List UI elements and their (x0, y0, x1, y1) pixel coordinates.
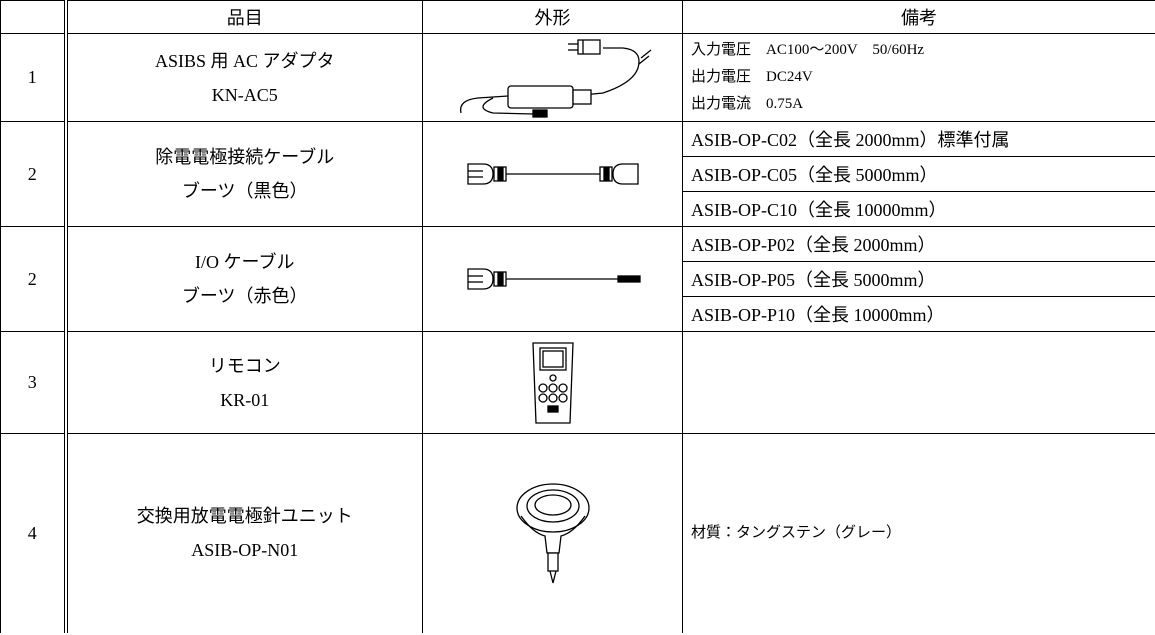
item-model: ブーツ（赤色） (181, 286, 308, 306)
remarks-cell: 入力電圧 AC100～200V 50/60Hz 出力電圧 DC24V 出力電流 0.… (682, 33, 1155, 122)
item-name: I/O ケーブル (195, 252, 295, 272)
icon-part (531, 108, 548, 118)
electrode-icon (515, 483, 590, 584)
item-cell: リモコン KR-01 (65, 331, 423, 434)
row: 4 交換用放電電極針ユニット ASIB-OP-N01 材質：タングステン（グレー） (0, 433, 1155, 633)
remark: ASIB-OP-C02（全長 2000mm）標準付属 (682, 121, 1155, 157)
row: ASIB-OP-P05（全長 5000mm） (1, 261, 1155, 297)
icon-part (638, 48, 651, 65)
picture-cell (422, 33, 683, 122)
item-cell: 除電電極接続ケーブル ブーツ（黒色） (65, 121, 423, 227)
item-model: KR-01 (220, 389, 270, 410)
icon-part (506, 84, 574, 109)
header-cell (0, 0, 68, 34)
icon-part (496, 167, 504, 181)
icon-part (557, 382, 568, 393)
item-cell: ASIBS 用 AC アダプタ KN-AC5 (65, 33, 423, 122)
header-row: 品目 外形 備考 (0, 0, 1155, 34)
icon-part (546, 404, 559, 413)
cable-icon (466, 163, 639, 185)
picture-cell (422, 433, 683, 633)
item-name: ASIBS 用 AC アダプタ (154, 50, 335, 71)
row: 3 リモコン KR-01 (0, 331, 1155, 434)
row: 2 I/O ケーブル ブーツ（赤色） ASIB-OP-P02（全長 2000mm） (0, 226, 1155, 332)
icon-part (496, 272, 504, 286)
remark: 入力電圧 AC100～200V 50/60Hz (691, 42, 925, 58)
item-model: ブーツ（黒色） (181, 181, 308, 201)
row-number: 3 (0, 331, 68, 434)
icon-part (515, 483, 590, 533)
item-cell: I/O ケーブル ブーツ（赤色） (65, 226, 423, 332)
item-name: リモコン (208, 355, 281, 376)
io-cable-icon (466, 268, 641, 290)
remark: 材質：タングステン（グレー） (682, 433, 1155, 633)
icon-part (537, 382, 548, 393)
icon-part (611, 163, 639, 185)
icon-part (537, 392, 548, 403)
remark: ASIB-OP-P10（全長 10000mm） (682, 296, 1155, 332)
icon-part (525, 489, 580, 523)
icon-part (533, 494, 572, 516)
icon-part (541, 349, 564, 368)
remark: ASIB-OP-P02（全長 2000mm） (682, 226, 1155, 262)
remark: 出力電流 0.75A (691, 96, 804, 112)
header-cell: 外形 (422, 0, 683, 34)
icon-part (548, 571, 557, 584)
header-cell: 品目 (65, 0, 423, 34)
header-cell: 備考 (682, 0, 1155, 34)
remote-icon (531, 341, 574, 424)
row-number: 2 (0, 121, 68, 227)
row: ASIB-OP-C10（全長 10000mm） (1, 191, 1155, 227)
item-cell: 交換用放電電極針ユニット ASIB-OP-N01 (65, 433, 423, 633)
icon-part (538, 346, 567, 371)
icon-part (547, 382, 558, 393)
remark: ASIB-OP-C10（全長 10000mm） (682, 191, 1155, 227)
picture-cell (422, 121, 683, 227)
icon-part (572, 46, 640, 97)
icon-part (466, 268, 494, 290)
item-model: ASIB-OP-N01 (191, 540, 299, 561)
icon-part (616, 275, 641, 283)
adapter-icon (459, 38, 651, 118)
row-number: 2 (0, 226, 68, 332)
item-name: 除電電極接続ケーブル (155, 147, 335, 167)
row: 2 除電電極接続ケーブル ブーツ（黒色） ASIB-OP-C02（全長 2000m… (0, 121, 1155, 227)
picture-cell (422, 331, 683, 434)
item-name: 交換用放電電極針ユニット (136, 506, 353, 527)
icon-part (602, 167, 610, 181)
icon-part (547, 392, 558, 403)
remark: ASIB-OP-P05（全長 5000mm） (682, 261, 1155, 297)
icon-part (481, 96, 533, 115)
picture-cell (422, 226, 683, 332)
row-number: 4 (0, 433, 68, 633)
row: 1 ASIBS 用 AC アダプタ KN-AC5 入力電圧 AC100～200V … (0, 33, 1155, 122)
row-number: 1 (0, 33, 68, 122)
icon-part (548, 373, 557, 382)
item-model: KN-AC5 (211, 84, 278, 105)
icon-part (576, 38, 601, 55)
icon-part (571, 88, 592, 105)
remarks-cell (682, 331, 1155, 434)
icon-part (546, 552, 559, 572)
icon-part (466, 163, 494, 185)
icon-part (557, 392, 568, 403)
remark: 出力電圧 DC24V (691, 69, 813, 85)
icon-part (459, 94, 508, 113)
remark: ASIB-OP-C05（全長 5000mm） (682, 156, 1155, 192)
